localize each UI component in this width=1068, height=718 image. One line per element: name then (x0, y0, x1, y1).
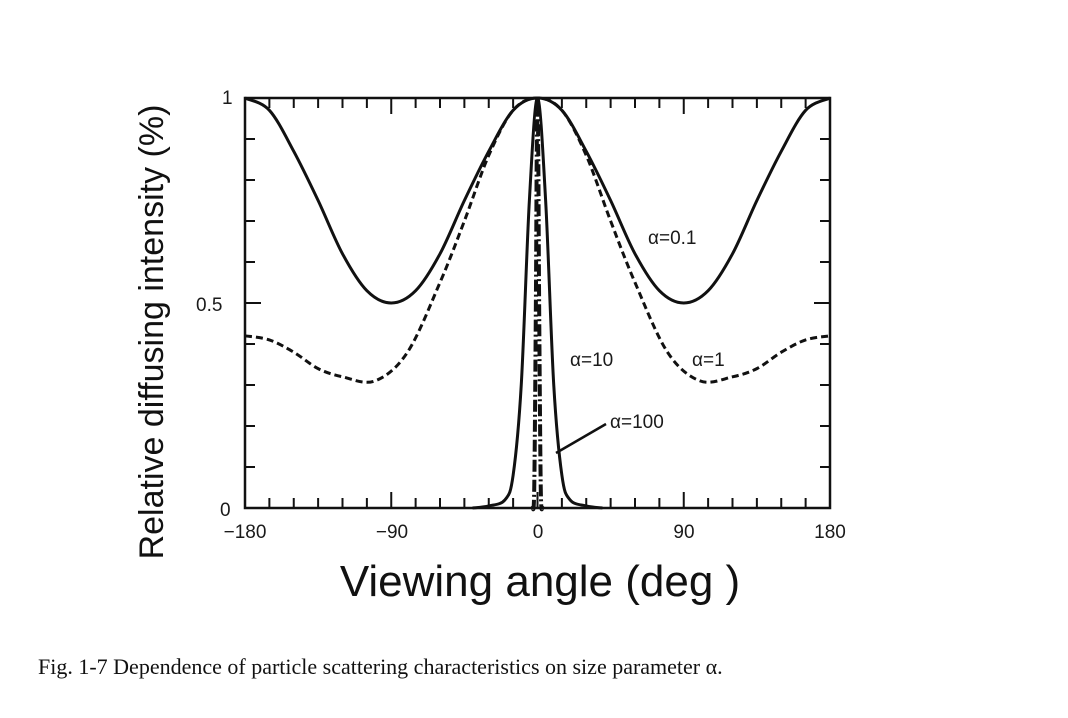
series-line-3 (530, 96, 545, 512)
ytick-label-1: 1 (222, 88, 233, 109)
xtick-label-90: 90 (673, 522, 694, 543)
series-label-alpha-10: α=10 (570, 350, 613, 371)
figure-caption: Fig. 1-7 Dependence of particle scatteri… (38, 654, 723, 679)
tick-marks (244, 97, 831, 509)
series-line-2 (472, 96, 603, 510)
xtick-label-180: 180 (814, 522, 846, 543)
x-axis-title: Viewing angle (deg ) (340, 557, 740, 606)
xtick-label-minus180: −180 (224, 522, 267, 543)
series-label-alpha-1: α=1 (692, 350, 725, 371)
xtick-label-0: 0 (533, 522, 544, 543)
alpha-100-leader-line (555, 422, 607, 455)
xtick-label-minus90: −90 (376, 522, 408, 543)
series-lines (244, 96, 831, 512)
ytick-label-0.5: 0.5 (196, 295, 222, 316)
ytick-label-0: 0 (220, 500, 231, 521)
chart: 1 0.5 0 −180 −90 0 90 180 Viewing angle … (133, 88, 846, 606)
series-label-alpha-0.1: α=0.1 (648, 228, 697, 249)
series-label-alpha-100: α=100 (610, 412, 664, 433)
y-axis-title: Relative diffusing intensity (%) (133, 105, 171, 560)
